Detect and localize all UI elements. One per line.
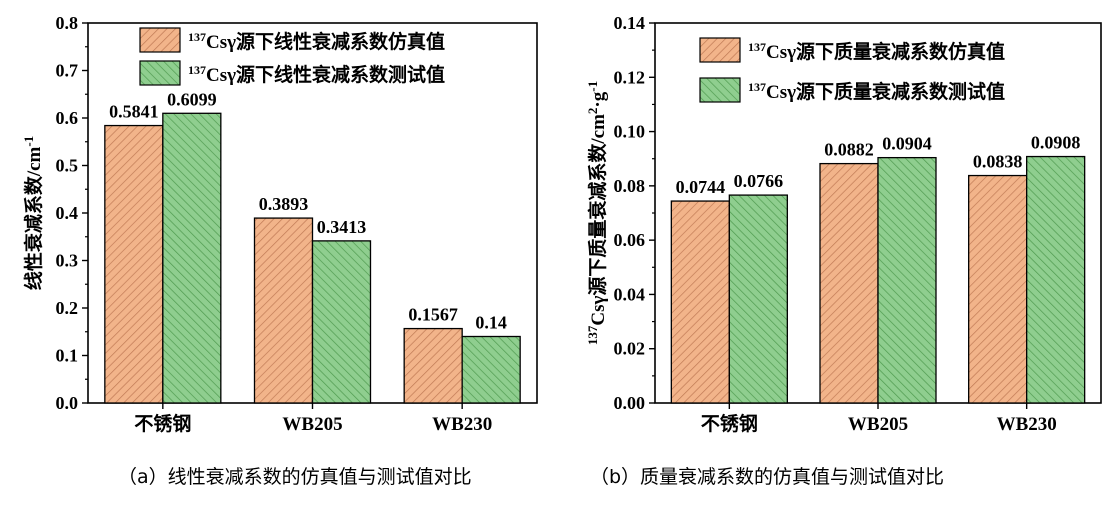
legend-swatch-test [699,77,741,103]
data-label: 0.0904 [882,134,932,154]
caption-a: （a）线性衰减系数的仿真值与测试值对比 [118,466,472,488]
y-tick-label: 0.06 [614,230,646,250]
y-tick-label: 0.3 [56,251,79,271]
data-label: 0.0766 [734,171,784,191]
data-label: 0.6099 [167,89,217,109]
y-tick-label: 0.6 [56,108,79,128]
y-tick-label: 0.4 [56,203,79,223]
data-label: 0.1567 [408,305,458,325]
legend-label-test: 137Csγ源下质量衰减系数测试值 [748,80,1005,103]
x-tick-label: WB205 [282,414,342,435]
data-label: 0.5841 [109,102,159,122]
y-tick-label: 0.7 [56,61,79,81]
bar-test-3 [461,335,521,404]
y-tick-label: 0.1 [56,346,79,366]
y-tick-label: 0.10 [614,122,646,142]
y-axis-label: 线性衰减系数/cm-1 [21,136,45,290]
bar-sim-1 [670,200,730,404]
data-label: 0.0882 [824,140,874,160]
y-tick-label: 0.04 [614,284,646,304]
bar-sim-2 [253,217,314,404]
y-tick-label: 0.8 [56,13,79,33]
x-tick-label: WB205 [848,414,908,435]
y-tick-label: 0.0 [56,393,79,413]
y-tick-label: 0.08 [614,176,646,196]
x-tick-label: WB230 [432,414,492,435]
data-label: 0.3413 [317,217,367,237]
bar-sim-2 [819,162,879,404]
legend-label-sim: 137Csγ源下质量衰减系数仿真值 [748,40,1005,63]
bar-test-2 [877,156,937,404]
bar-test-1 [728,194,788,404]
legend-swatch-test [139,60,181,86]
chart-mass-attenuation: 0.00 0.02 0.04 0.06 0.08 0.10 0.12 0.14 不锈钢 0.074… [585,13,1102,435]
x-tick-label: 不锈钢 [134,413,191,435]
y-tick-label: 0.02 [614,339,646,359]
y-axis-label: 137Csγ源下质量衰减系数/cm2·g-1 [585,81,609,345]
legend-label-test: 137Csγ源下线性衰减系数测试值 [188,63,445,86]
bar-test-3 [1026,155,1086,404]
bar-sim-3 [968,174,1028,404]
y-tick-label: 0.12 [614,67,646,87]
legend-swatch-sim [699,37,741,63]
bar-sim-3 [403,327,463,404]
chart-linear-attenuation: 0.0 0.1 0.2 0.3 0.4 0.5 0.6 0.7 0.8 不锈钢 0.5841 0.60… [21,13,538,435]
data-label: 0.0838 [973,152,1023,172]
legend-label-sim: 137Csγ源下线性衰减系数仿真值 [188,30,445,53]
data-label: 0.3893 [259,194,309,214]
bar-test-1 [162,112,222,404]
legend-swatch-sim [139,27,181,53]
data-label: 0.0908 [1031,133,1081,153]
y-tick-label: 0.14 [614,13,646,33]
bar-sim-1 [104,124,164,404]
y-tick-label: 0.5 [56,156,79,176]
x-tick-label: 不锈钢 [701,413,758,435]
bar-test-2 [311,240,372,404]
y-tick-label: 0.00 [614,393,646,413]
data-label: 0.14 [475,313,507,333]
caption-b: （b）质量衰减系数的仿真值与测试值对比 [590,466,945,488]
data-label: 0.0744 [676,177,726,197]
y-tick-label: 0.2 [56,298,79,318]
x-tick-label: WB230 [997,414,1057,435]
